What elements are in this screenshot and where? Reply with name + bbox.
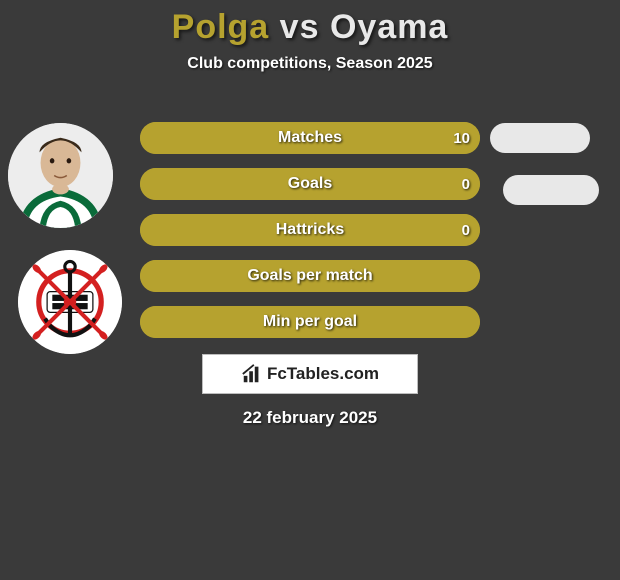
club-badge-svg xyxy=(18,250,122,354)
comparison-card: Polga vs Oyama Club competitions, Season… xyxy=(0,0,620,580)
stat-bar-row: Goals per match xyxy=(140,260,480,292)
stat-bar-outline xyxy=(140,214,480,246)
stat-bar-outline xyxy=(140,306,480,338)
player2-name: Oyama xyxy=(330,8,448,46)
stat-bar-outline xyxy=(140,168,480,200)
stat-bar-outline xyxy=(140,260,480,292)
stat-bar-row: Goals0 xyxy=(140,168,480,200)
player1-name: Polga xyxy=(172,8,270,46)
player-avatar xyxy=(8,123,113,228)
date-text: 22 february 2025 xyxy=(0,408,620,428)
stat-bar-outline xyxy=(140,122,480,154)
club-badge xyxy=(18,250,122,354)
source-logo-text: FcTables.com xyxy=(267,364,379,384)
opponent-pill-goals xyxy=(503,175,599,205)
stat-bar-row: Hattricks0 xyxy=(140,214,480,246)
opponent-pill-matches xyxy=(490,123,590,153)
stat-bars: Matches10 Goals0 Hattricks0 Goals per match… xyxy=(140,122,480,352)
stat-bar-row: Min per goal xyxy=(140,306,480,338)
vs-separator: vs xyxy=(269,8,330,46)
source-logo-box: FcTables.com xyxy=(202,354,418,394)
player-avatar-svg xyxy=(8,123,113,228)
page-title: Polga vs Oyama xyxy=(0,0,620,47)
bars-icon xyxy=(241,363,263,385)
subtitle: Club competitions, Season 2025 xyxy=(0,55,620,73)
stat-bar-row: Matches10 xyxy=(140,122,480,154)
